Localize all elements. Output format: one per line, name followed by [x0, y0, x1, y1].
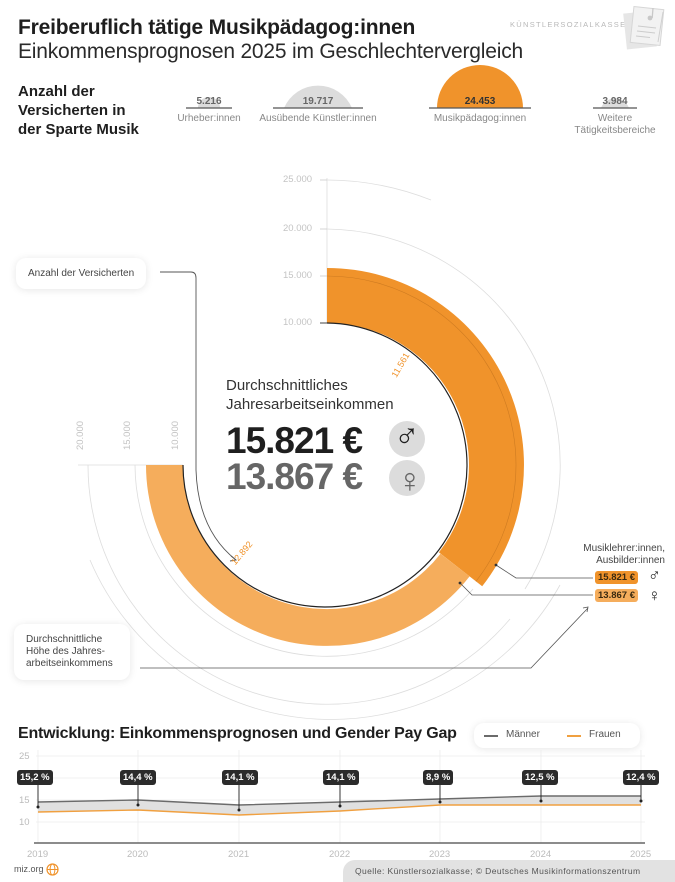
female-income-badge: 13.867 € — [595, 589, 638, 602]
page-subtitle: Einkommensprognosen 2025 im Geschlechter… — [18, 40, 523, 63]
center-income-label: Durchschnittliches Jahresarbeitseinkomme… — [226, 376, 394, 414]
semicircle-urheber — [197, 96, 221, 108]
legend-swatch-men — [484, 735, 498, 737]
callout-line: Durchschnittliche — [26, 634, 103, 645]
heading-line: der Sparte Musik — [18, 121, 139, 138]
female-axis-tick: 15.000 — [122, 420, 134, 451]
insured-count-heading: Anzahl der Versicherten in der Sparte Mu… — [18, 82, 139, 139]
gap-tag-2025: 12,4 % — [623, 770, 659, 785]
trend-legend: Männer Frauen — [474, 723, 640, 748]
male-axis-tick: 10.000 — [283, 317, 313, 328]
trend-title: Entwicklung: Einkommensprognosen und Gen… — [18, 725, 457, 742]
legend-label-men: Männer — [506, 729, 540, 740]
male-axis-tick: 20.000 — [283, 223, 313, 234]
site-link[interactable]: miz.org — [14, 864, 44, 874]
trend-line-chart — [34, 750, 645, 844]
y-tick: 25 — [19, 751, 30, 762]
callout-line: Höhe des Jahres- — [26, 646, 105, 657]
center-label-line: Jahresarbeitseinkommen — [226, 396, 394, 413]
center-label-line: Durchschnittliches — [226, 377, 348, 394]
female-arc — [146, 465, 470, 646]
women-line — [37, 804, 641, 816]
brand-name: KÜNSTLERSOZIALKASSE — [510, 20, 627, 29]
heading-line: Anzahl der — [18, 83, 95, 100]
female-income-value: 13.867 € — [226, 456, 363, 497]
y-tick: 10 — [19, 817, 30, 828]
x-tick: 2024 — [530, 849, 552, 860]
y-tick: 15 — [19, 795, 30, 806]
female-icon: ♀ — [397, 462, 423, 500]
semicircle-weitere — [601, 98, 629, 108]
female-symbol-bg — [389, 460, 425, 496]
category-label: Urheber:innen — [177, 113, 241, 124]
gap-tag-2024: 12,5 % — [522, 770, 558, 785]
group-label-line: Musiklehrer:innen, — [583, 543, 665, 554]
gap-tag-2021: 14,1 % — [222, 770, 258, 785]
female-icon: ♀ — [648, 586, 661, 605]
female-axis-tick: 10.000 — [170, 420, 182, 451]
globe-icon[interactable] — [46, 863, 59, 876]
category-value: 3.984 — [602, 96, 628, 107]
legend-swatch-women — [567, 735, 581, 737]
x-tick: 2025 — [630, 849, 652, 860]
source-text: Quelle: Künstlersozialkasse; © Deutsches… — [355, 866, 641, 876]
callout-income: Durchschnittliche Höhe des Jahres- arbei… — [14, 624, 130, 680]
category-label: Tätigkeitsbereiche — [574, 125, 656, 136]
male-axis-tick: 15.000 — [283, 270, 313, 281]
category-value: 24.453 — [464, 96, 496, 107]
category-value: 5.216 — [196, 96, 222, 107]
male-symbol-bg — [389, 421, 425, 457]
x-tick: 2023 — [429, 849, 451, 860]
callout-insured-count: Anzahl der Versicherten — [16, 258, 147, 289]
male-income-value: 15.821 € — [226, 420, 363, 461]
semicircle-ausuebende — [284, 85, 352, 108]
legend-label-women: Frauen — [589, 729, 621, 740]
group-label-line: Ausbilder:innen — [596, 555, 665, 566]
category-value: 19.717 — [302, 96, 334, 107]
gap-tag-2022: 14,1 % — [323, 770, 359, 785]
source-note: Quelle: Künstlersozialkasse; © Deutsches… — [343, 860, 675, 882]
female-axis-tick: 20.000 — [75, 420, 87, 451]
callout-line: arbeitseinkommens — [26, 658, 113, 669]
category-label: Musikpädagog:innen — [433, 113, 527, 124]
gap-tag-2020: 14,4 % — [120, 770, 156, 785]
male-arc — [327, 268, 524, 587]
male-income-badge: 15.821 € — [595, 571, 638, 584]
group-label: Musiklehrer:innen, Ausbilder:innen — [583, 543, 665, 567]
radial-income-chart — [78, 178, 593, 720]
category-label: Ausübende Künstler:innen — [259, 113, 377, 124]
insured-semicircles — [186, 65, 637, 109]
male-icon: ♂ — [394, 416, 420, 454]
document-music-icon — [623, 5, 665, 50]
gap-tag-2019: 15,2 % — [17, 770, 53, 785]
male-axis-tick: 25.000 — [283, 174, 313, 185]
heading-line: Versicherten in — [18, 102, 126, 119]
page-title: Freiberuflich tätige Musikpädagog:innen — [18, 16, 416, 39]
x-tick: 2021 — [228, 849, 250, 860]
semicircle-musikpaedagog — [437, 65, 523, 108]
category-label: Weitere — [597, 113, 633, 124]
x-tick: 2020 — [127, 849, 149, 860]
x-tick: 2019 — [27, 849, 49, 860]
gap-tag-2023: 8,9 % — [423, 770, 454, 785]
x-tick: 2022 — [329, 849, 351, 860]
male-icon: ♂ — [648, 566, 661, 585]
